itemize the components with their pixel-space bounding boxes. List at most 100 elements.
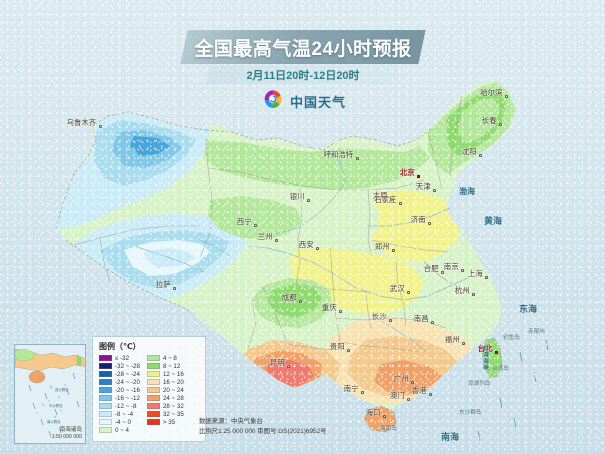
legend-row: 28 ~ 32	[146, 402, 184, 410]
island-label: 台湾岛	[492, 366, 509, 372]
city-label: 银川	[289, 192, 305, 201]
brand-name: 中国天气	[290, 95, 347, 110]
city-marker	[316, 247, 319, 250]
city-label: 上海	[467, 269, 483, 278]
legend-row: 20 ~ 24	[146, 386, 184, 394]
legend-swatch	[146, 371, 160, 377]
legend-label: 20 ~ 24	[162, 386, 184, 394]
legend-swatch	[146, 363, 160, 369]
legend-row: 4 ~ 8	[146, 354, 184, 362]
legend-label: -16 ~ -12	[115, 394, 140, 402]
city-label: 南昌	[413, 314, 429, 323]
legend-swatch	[99, 411, 112, 417]
city-marker	[505, 95, 508, 98]
city-marker	[479, 154, 482, 157]
city-label: 澳门	[389, 391, 405, 400]
legend-swatch	[99, 379, 112, 385]
legend-swatch	[99, 371, 112, 377]
city-label: 兰州	[257, 232, 273, 241]
city-marker	[275, 239, 278, 242]
city-marker	[485, 276, 488, 279]
city-label: 济南	[410, 215, 426, 224]
city-marker	[383, 415, 386, 418]
city-marker	[299, 300, 302, 303]
city-label: 长春	[481, 116, 497, 125]
legend-label: -20 ~ -16	[115, 386, 140, 394]
legend-label: -8 ~ -4	[115, 410, 134, 418]
legend-swatch	[99, 427, 112, 433]
city-marker	[407, 398, 410, 401]
brand-logo: 中国天气	[262, 88, 346, 115]
island-label: 钓鱼岛	[503, 335, 520, 341]
city-marker	[361, 391, 364, 394]
legend-label: 0 ~ 4	[115, 426, 129, 434]
city-label: 武汉	[389, 284, 405, 293]
city-marker	[356, 157, 359, 160]
city-label: 石家庄	[374, 195, 397, 204]
sea-label: 南海	[441, 432, 460, 442]
island-label: 海南岛	[380, 426, 397, 432]
island-label: 东沙群岛	[459, 410, 482, 416]
legend-row: 16 ~ 20	[146, 378, 184, 386]
city-label: 海口	[365, 408, 381, 417]
city-label: 福州	[444, 335, 460, 344]
legend-swatch	[146, 387, 160, 393]
legend-row: 0 ~ 4	[99, 426, 140, 434]
city-marker	[472, 293, 475, 296]
legend-label: 16 ~ 20	[162, 378, 184, 386]
legend-swatch	[146, 379, 160, 385]
sea-label: 黄海	[484, 216, 503, 226]
city-marker	[287, 365, 290, 368]
legend-label: 12 ~ 16	[162, 370, 184, 378]
city-marker	[462, 342, 465, 345]
city-marker	[389, 319, 392, 322]
city-marker	[431, 321, 434, 324]
legend-swatch	[99, 387, 112, 393]
legend-label: ≤ -32	[115, 354, 130, 362]
inset-title: 南海诸岛	[59, 427, 82, 433]
city-marker	[499, 123, 502, 126]
legend-label: -32 ~ -28	[115, 362, 140, 370]
legend-row: -24 ~ -20	[99, 378, 140, 386]
legend-row: -4 ~ 0	[99, 418, 140, 426]
page-title: 全国最高气温24小时预报	[194, 38, 412, 60]
city-label: 广州	[393, 374, 409, 383]
city-marker	[428, 222, 431, 225]
sea-label: 东海	[519, 304, 538, 314]
svg-text:中沙群岛: 中沙群岛	[49, 403, 63, 408]
city-label: 南宁	[343, 384, 359, 393]
city-marker	[347, 349, 350, 352]
city-marker	[339, 310, 342, 313]
city-label: 乌鲁木齐	[66, 118, 97, 127]
legend-label: 24 ~ 28	[162, 394, 184, 402]
credits-block: 数据来源：中央气象台 比例尺1:25 000 000 审图号:GS(2021)6…	[199, 417, 327, 437]
city-marker	[399, 202, 402, 205]
legend-title: 图例（℃）	[99, 342, 141, 351]
city-label: 西安	[298, 240, 314, 249]
legend-row: -16 ~ -12	[99, 394, 140, 402]
legend-row: > 35	[146, 418, 184, 426]
city-marker	[307, 199, 310, 202]
island-label: 澎湖列岛	[468, 381, 491, 387]
legend-panel: 图例（℃） ≤ -32 -32 ~ -28 -28 ~ -24 -24 ~ -20 -2…	[92, 336, 206, 442]
city-label: 南京	[443, 262, 459, 271]
legend-label: > 35	[162, 418, 176, 426]
legend-label: 8 ~ 12	[162, 362, 181, 370]
legend-label: -28 ~ -24	[115, 370, 140, 378]
legend-swatch	[146, 355, 160, 361]
legend-row: -20 ~ -16	[99, 386, 140, 394]
svg-text:南沙群岛: 南沙群岛	[47, 419, 61, 424]
weather-spiral-logo-icon	[262, 88, 284, 115]
legend-row: 24 ~ 28	[146, 394, 184, 402]
legend-row: ≤ -32	[99, 354, 140, 362]
legend-row: 32 ~ 35	[146, 410, 184, 418]
legend-column-left: ≤ -32 -32 ~ -28 -28 ~ -24 -24 ~ -20 -20 ~ -1…	[99, 354, 140, 434]
map-scale-and-approval: 比例尺1:25 000 000 审图号:GS(2021)6952号	[199, 428, 327, 435]
legend-swatch	[99, 419, 112, 425]
legend-label: 28 ~ 32	[162, 402, 184, 410]
legend-swatch	[146, 419, 160, 425]
city-label: 成都	[281, 293, 297, 302]
forecast-period: 2月11日20时-12日20时	[246, 70, 360, 82]
city-marker	[433, 189, 436, 192]
